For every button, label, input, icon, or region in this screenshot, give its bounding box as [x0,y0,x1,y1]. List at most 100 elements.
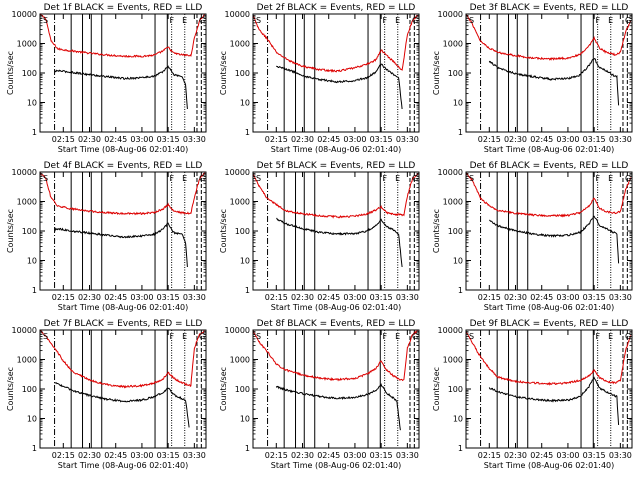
corner-label: F [595,174,600,183]
x-tick-label: 02:45 [104,135,127,144]
lld-series-line [39,13,206,58]
corner-label: E [395,332,400,341]
y-tick-label: 100 [22,385,37,394]
corner-label: E [608,332,613,341]
corner-label: E [608,174,613,183]
corner-label: S [43,16,48,25]
lld-series-line [465,172,632,218]
x-tick-label: 03:00 [556,293,579,302]
y-tick-label: 1000 [443,356,463,365]
x-axis-label: Start Time (08-Aug-06 02:01:40) [58,145,189,154]
corner-label: E [395,174,400,183]
corner-label: G [412,332,418,341]
x-tick-label: 03:00 [343,135,366,144]
x-axis-label: Start Time (08-Aug-06 02:01:40) [271,145,402,154]
x-tick-label: 03:30 [396,293,419,302]
x-tick-label: 03:00 [343,293,366,302]
x-tick-label: 03:15 [157,293,180,302]
y-tick-label: 10000 [438,10,463,19]
x-tick-label: 03:30 [396,451,419,460]
x-tick-label: 03:15 [370,293,393,302]
x-tick-label: 03:00 [130,135,153,144]
corner-label: S [469,174,474,183]
corner-label: G [625,332,631,341]
y-tick-label: 1000 [443,40,463,49]
corner-label: F [169,174,174,183]
y-axis-label: Counts/sec [219,367,228,411]
x-tick-label: 02:30 [291,135,314,144]
y-axis-label: Counts/sec [432,51,441,95]
events-series-line [54,222,188,268]
x-tick-label: 03:30 [609,451,632,460]
y-tick-label: 10 [27,415,37,424]
plot-frame [465,171,633,291]
y-tick-label: 1 [458,286,463,295]
x-tick-label: 02:45 [317,135,340,144]
y-axis-label: Counts/sec [432,367,441,411]
panel-det-9: Det 9f BLACK = Events, RED = LLD S F E G 1 10 1… [432,319,633,470]
y-tick-label: 1000 [17,198,37,207]
x-axis-label: Start Time (08-Aug-06 02:01:40) [484,461,615,470]
events-series-line [54,382,190,428]
panel-det-8: Det 8f BLACK = Events, RED = LLD S F E G 1 10 1… [219,319,420,470]
lld-series-line [252,172,419,219]
x-tick-label: 03:30 [609,135,632,144]
x-tick-label: 03:15 [370,135,393,144]
y-tick-label: 100 [22,227,37,236]
corner-label: S [43,332,48,341]
corner-label: G [199,174,205,183]
corner-label: G [199,332,205,341]
x-tick-label: 02:15 [52,451,75,460]
y-tick-label: 10 [453,257,463,266]
lld-series-line [465,330,632,386]
x-tick-label: 02:45 [317,451,340,460]
panel-title: Det 4f BLACK = Events, RED = LLD [44,161,203,171]
x-tick-label: 02:30 [291,293,314,302]
corner-label: F [382,16,387,25]
corner-label: E [182,332,187,341]
y-tick-label: 10 [453,415,463,424]
y-tick-label: 10000 [225,10,250,19]
x-tick-label: 02:30 [291,451,314,460]
x-axis-label: Start Time (08-Aug-06 02:01:40) [484,303,615,312]
x-tick-label: 02:15 [265,451,288,460]
y-tick-label: 10000 [225,326,250,335]
corner-label: S [256,16,261,25]
corner-label: E [395,16,400,25]
x-tick-label: 02:15 [52,135,75,144]
lld-series-line [39,329,205,389]
x-axis-label: Start Time (08-Aug-06 02:01:40) [58,303,189,312]
y-tick-label: 1000 [230,40,250,49]
panel-title: Det 3f BLACK = Events, RED = LLD [470,3,629,13]
x-tick-label: 02:45 [104,451,127,460]
x-tick-label: 02:15 [478,451,501,460]
panel-title: Det 6f BLACK = Events, RED = LLD [470,161,629,171]
lld-series-line [39,172,206,216]
y-axis-label: Counts/sec [6,367,15,411]
y-tick-label: 1 [32,444,37,453]
x-tick-label: 02:30 [504,135,527,144]
x-tick-label: 03:00 [556,135,579,144]
x-axis-label: Start Time (08-Aug-06 02:01:40) [271,303,402,312]
corner-label: G [199,16,205,25]
x-tick-label: 02:30 [78,451,101,460]
plot-frame [252,329,420,449]
y-tick-label: 10 [27,257,37,266]
y-axis-label: Counts/sec [432,209,441,253]
y-tick-label: 1000 [17,40,37,49]
plot-frame [252,13,420,133]
lld-series-line [252,329,419,382]
y-tick-label: 100 [448,385,463,394]
y-tick-label: 1000 [17,356,37,365]
y-tick-label: 1 [458,128,463,137]
panel-title: Det 8f BLACK = Events, RED = LLD [257,319,416,329]
panel-det-3: Det 3f BLACK = Events, RED = LLD S F E G 1 10 1… [432,3,633,154]
y-tick-label: 100 [22,69,37,78]
x-tick-label: 03:15 [583,135,606,144]
x-tick-label: 02:15 [478,135,501,144]
events-series-line [275,382,401,431]
panel-title: Det 7f BLACK = Events, RED = LLD [44,319,203,329]
y-tick-label: 10000 [12,10,37,19]
x-tick-label: 03:15 [583,293,606,302]
x-tick-label: 02:45 [530,293,553,302]
